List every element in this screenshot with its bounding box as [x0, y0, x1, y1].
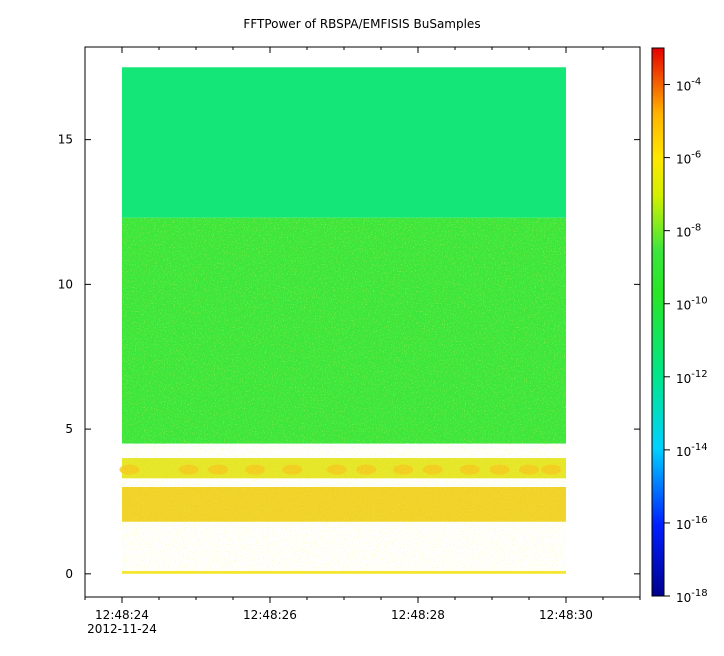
colorbar-tick-label: 10-12: [676, 369, 708, 386]
colorbar-tick-label: 10-16: [676, 515, 708, 532]
x-date-label: 2012-11-24: [87, 622, 157, 636]
colorbar-axis: 10-4 10-6 10-8 10-10 10-12 10-14 10-16 10-18: [664, 77, 708, 605]
x-tick-label: 12:48:30: [539, 608, 593, 622]
spectrogram-noise-texture: [122, 217, 566, 574]
y-tick-label: 5: [65, 422, 73, 436]
spectrogram-band-0: [122, 67, 566, 218]
y-axis: 0 5 10 15: [58, 133, 640, 581]
colorbar-tick-label: 10-8: [676, 223, 701, 240]
y-tick-label: 0: [65, 567, 73, 581]
x-tick-label: 12:48:28: [391, 608, 445, 622]
colorbar: [651, 47, 665, 597]
colorbar-tick-label: 10-4: [676, 77, 701, 94]
colorbar-tick-label: 10-18: [676, 588, 708, 605]
colorbar-tick-label: 10-6: [676, 150, 701, 167]
colorbar-tick-label: 10-10: [676, 296, 708, 313]
y-tick-label: 15: [58, 133, 73, 147]
y-tick-label: 10: [58, 277, 73, 291]
colorbar-tick-label: 10-14: [676, 442, 708, 459]
x-tick-label: 12:48:24: [95, 608, 149, 622]
x-tick-label: 12:48:26: [243, 608, 297, 622]
chart-title: FFTPower of RBSPA/EMFISIS BuSamples: [243, 17, 481, 31]
